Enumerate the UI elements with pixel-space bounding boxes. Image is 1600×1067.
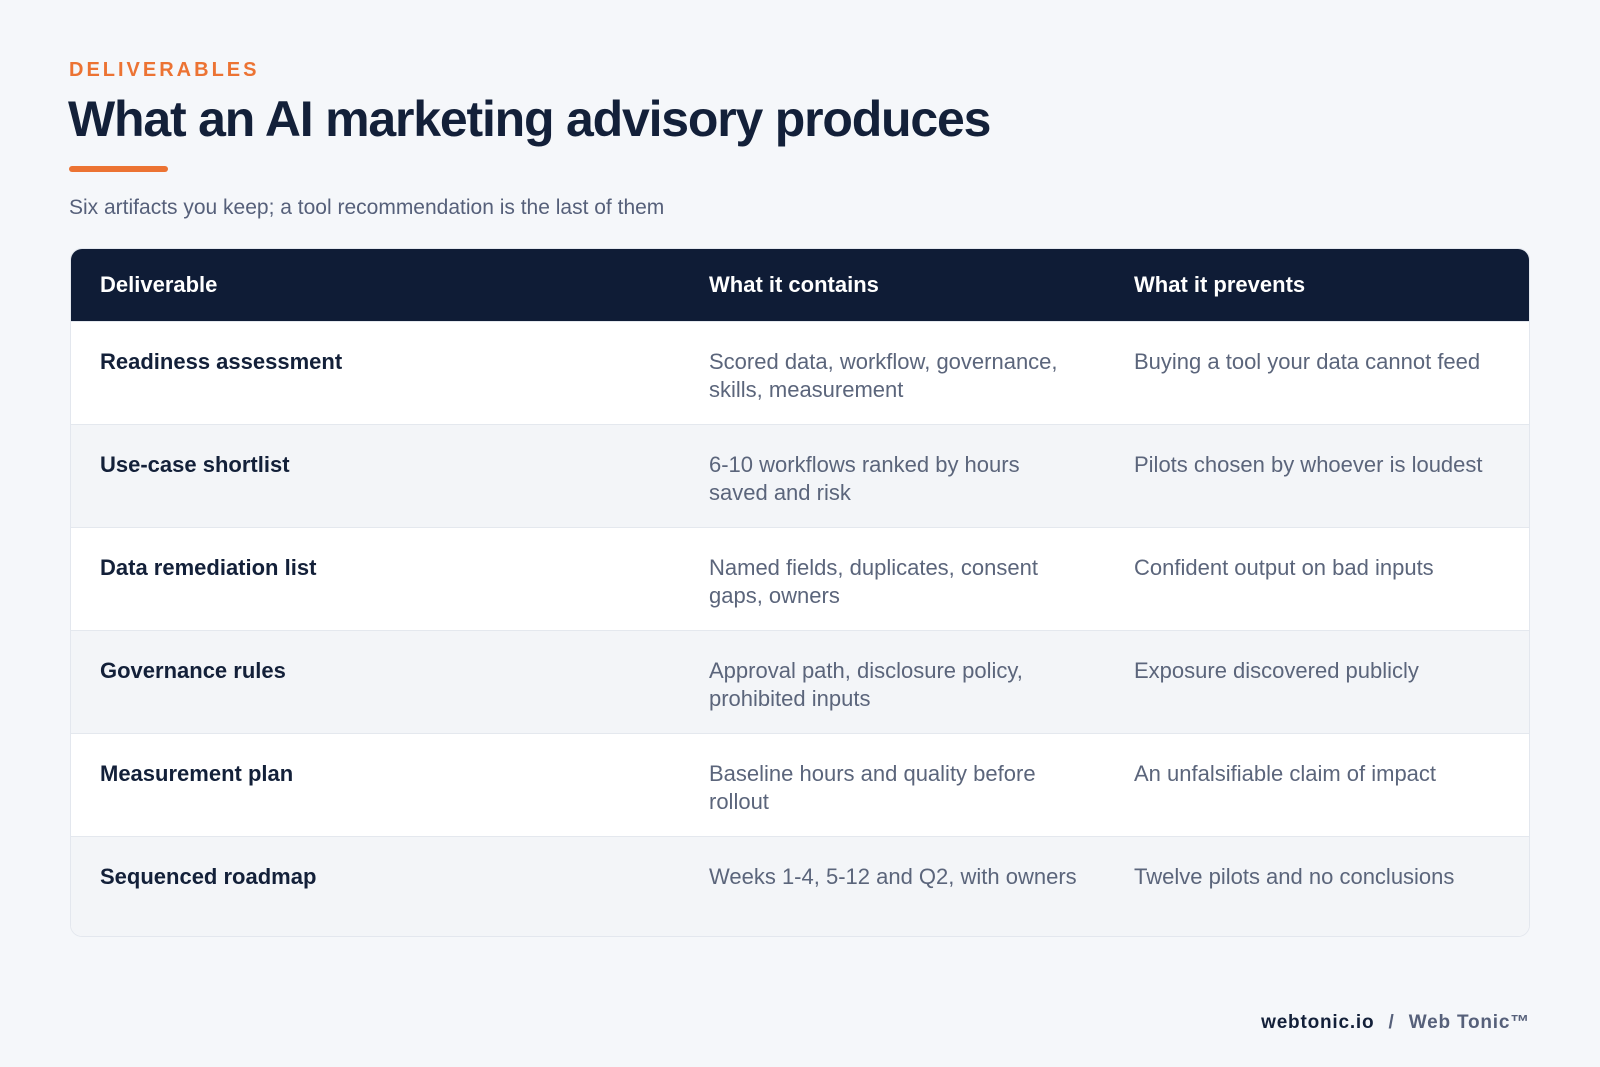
deliverable-contains: Baseline hours and quality before rollou…: [709, 761, 1036, 814]
deliverable-prevents: Buying a tool your data cannot feed: [1134, 349, 1481, 374]
table-row: Use-case shortlist 6-10 workflows ranked…: [71, 424, 1529, 527]
deliverable-prevents: Exposure discovered publicly: [1134, 658, 1419, 683]
deliverable-name: Measurement plan: [100, 761, 294, 786]
deliverable-contains: Approval path, disclosure policy, prohib…: [709, 658, 1023, 711]
table-header: Deliverable What it contains What it pre…: [71, 249, 1529, 321]
deliverable-name: Governance rules: [100, 658, 286, 683]
deliverable-prevents: Pilots chosen by whoever is loudest: [1134, 452, 1483, 477]
footer-credit: webtonic.io / Web Tonic™: [1261, 1012, 1530, 1034]
eyebrow-label: DELIVERABLES: [69, 59, 260, 81]
deliverable-contains: Named fields, duplicates, consent gaps, …: [709, 555, 1038, 608]
deliverable-prevents: Confident output on bad inputs: [1134, 555, 1434, 580]
table-row: Sequenced roadmap Weeks 1-4, 5-12 and Q2…: [71, 836, 1529, 936]
page-title: What an AI marketing advisory produces: [68, 91, 991, 147]
footer-site-link[interactable]: webtonic.io: [1261, 1012, 1375, 1033]
column-header-prevents: What it prevents: [1134, 272, 1306, 297]
table-row: Governance rules Approval path, disclosu…: [71, 630, 1529, 733]
page-subtitle: Six artifacts you keep; a tool recommend…: [69, 196, 665, 219]
title-underline: [69, 166, 168, 172]
column-header-deliverable: Deliverable: [100, 272, 218, 297]
deliverables-table: Deliverable What it contains What it pre…: [70, 248, 1530, 937]
footer-separator: /: [1388, 1012, 1395, 1033]
table-row: Readiness assessment Scored data, workfl…: [71, 321, 1529, 424]
deliverable-name: Readiness assessment: [100, 349, 343, 374]
table-row: Measurement plan Baseline hours and qual…: [71, 733, 1529, 836]
deliverable-contains: Weeks 1-4, 5-12 and Q2, with owners: [709, 864, 1077, 889]
deliverable-prevents: Twelve pilots and no conclusions: [1134, 864, 1455, 889]
deliverable-contains: 6-10 workflows ranked by hours saved and…: [709, 452, 1020, 505]
footer-brand: Web Tonic™: [1408, 1012, 1530, 1033]
deliverable-prevents: An unfalsifiable claim of impact: [1134, 761, 1437, 786]
deliverable-name: Sequenced roadmap: [100, 864, 317, 889]
deliverable-contains: Scored data, workflow, governance, skill…: [709, 349, 1058, 402]
deliverable-name: Use-case shortlist: [100, 452, 290, 477]
column-header-contains: What it contains: [709, 272, 879, 297]
table-row: Data remediation list Named fields, dupl…: [71, 527, 1529, 630]
deliverable-name: Data remediation list: [100, 555, 317, 580]
